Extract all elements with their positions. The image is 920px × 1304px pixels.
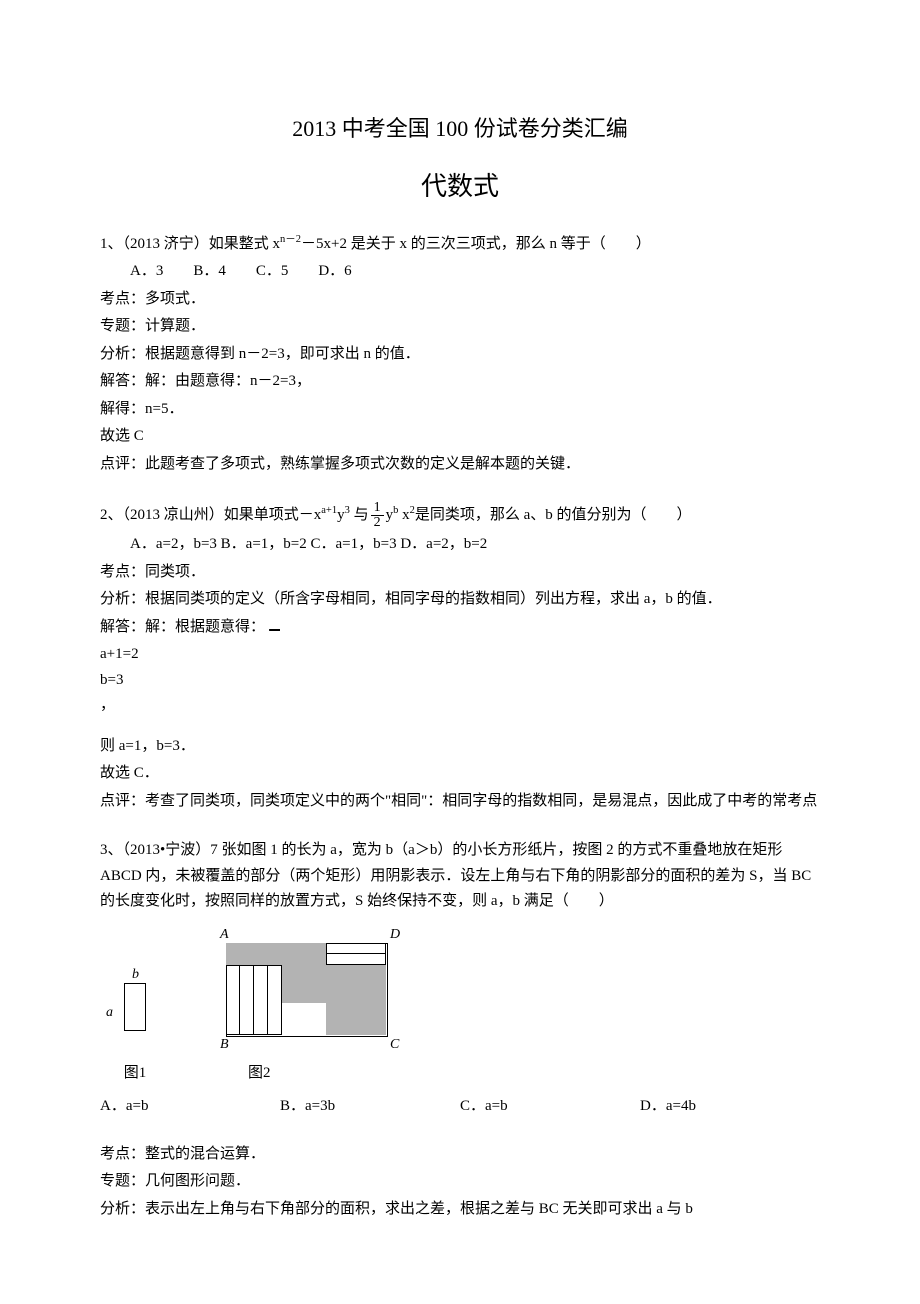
- q3-opt-d: D．a=4b: [640, 1094, 820, 1120]
- document-page: 2013 中考全国 100 份试卷分类汇编 代数式 1、（2013 济宁）如果整…: [0, 0, 920, 1304]
- q3-opt-c: C．a=b: [460, 1094, 640, 1120]
- q1-stem-a: 1、（2013 济宁）如果整式 x: [100, 236, 280, 252]
- q2-stem-a: 2、（2013 凉山州）如果单项式－x: [100, 507, 321, 523]
- doc-title-line1: 2013 中考全国 100 份试卷分类汇编: [100, 110, 820, 147]
- q3-figures: b a A D B C: [100, 925, 820, 1055]
- q1-answer: 故选 C: [100, 424, 820, 450]
- q1-stem: 1、（2013 济宁）如果整式 xn－2－5x+2 是关于 x 的三次三项式，那…: [100, 232, 820, 258]
- q1-kaodian: 考点：多项式．: [100, 287, 820, 313]
- q1-fenxi: 分析：根据题意得到 n－2=3，即可求出 n 的值．: [100, 342, 820, 368]
- fig1-caption: 图1: [100, 1061, 170, 1087]
- fig2-label-C: C: [390, 1033, 399, 1057]
- q2-answer: 故选 C．: [100, 761, 820, 787]
- q2-frac-den: 2: [371, 516, 384, 530]
- figure-1: b a: [100, 965, 170, 1055]
- q2-frac-num: 1: [371, 501, 384, 516]
- fig2-label-B: B: [220, 1033, 229, 1057]
- q1-stem-b: －5x+2 是关于 x 的三次三项式，那么 n 等于（ ）: [301, 236, 651, 252]
- q2-stem: 2、（2013 凉山州）如果单项式－xa+1y3 与12yb x2是同类项，那么…: [100, 501, 820, 530]
- fig2-caption: 图2: [206, 1061, 406, 1087]
- q2-jd-pre: 解答：解：根据题意得：: [100, 619, 265, 635]
- q2-dianping: 点评：考查了同类项，同类项定义中的两个"相同"：相同字母的指数相同，是易混点，因…: [100, 789, 820, 815]
- q3-opt-b: B．a=3b: [280, 1094, 460, 1120]
- q1-jieda2: 解得：n=5．: [100, 397, 820, 423]
- q2-jieda: 解答：解：根据题意得：: [100, 615, 820, 641]
- fig2-label-D: D: [390, 923, 400, 947]
- q2-jd-post: ，: [100, 697, 115, 713]
- q1-zhuanti: 专题：计算题．: [100, 314, 820, 340]
- fig2-vbar-2: [240, 965, 254, 1035]
- fig2-shade-bottomright: [326, 965, 386, 1035]
- fig1-label-a: a: [106, 1001, 113, 1025]
- q2-fraction: 12: [371, 501, 384, 530]
- fig2-vbar-3: [254, 965, 268, 1035]
- q2-eq1: a+1=2: [100, 642, 820, 668]
- q1-dianping: 点评：此题考查了多项式，熟练掌握多项式次数的定义是解本题的关键．: [100, 452, 820, 478]
- q3-figure-labels: 图1 图2: [100, 1061, 820, 1087]
- q1-sup: n－2: [280, 234, 301, 245]
- q2-then: 则 a=1，b=3．: [100, 734, 820, 760]
- q1-jieda1: 解答：解：由题意得：n－2=3，: [100, 369, 820, 395]
- fig1-rect: [124, 983, 146, 1031]
- figure-2: A D B C: [206, 925, 406, 1055]
- fig2-vbar-4: [268, 965, 282, 1035]
- fig2-hbar-1: [326, 943, 386, 954]
- q2-stem-f: 是同类项，那么 a、b 的值分别为（ ）: [415, 507, 692, 523]
- q2-fenxi: 分析：根据同类项的定义（所含字母相同，相同字母的指数相同）列出方程，求出 a，b…: [100, 587, 820, 613]
- q2-options: A．a=2，b=3 B．a=1，b=2 C．a=1，b=3 D．a=2，b=2: [130, 532, 820, 558]
- q3-stem: 3、（2013•宁波）7 张如图 1 的长为 a，宽为 b（a＞b）的小长方形纸…: [100, 838, 820, 915]
- q2-stem-d: y: [386, 507, 394, 523]
- q1-options: A．3 B．4 C．5 D．6: [130, 259, 820, 285]
- doc-title-line2: 代数式: [100, 165, 820, 209]
- q2-sup1: a+1: [321, 505, 337, 516]
- q2-stem-e: x: [398, 507, 409, 523]
- q2-kaodian: 考点：同类项．: [100, 560, 820, 586]
- fig2-vbar-1: [226, 965, 240, 1035]
- q3-kaodian: 考点：整式的混合运算．: [100, 1142, 820, 1168]
- q2-stem-c: 与: [350, 507, 369, 523]
- q3-fenxi: 分析：表示出左上角与右下角部分的面积，求出之差，根据之差与 BC 无关即可求出 …: [100, 1197, 820, 1223]
- q2-eq2: b=3: [100, 668, 820, 694]
- q3-opt-a: A．a=b: [100, 1094, 280, 1120]
- fig2-hbar-2: [326, 954, 386, 965]
- fig2-label-A: A: [220, 923, 229, 947]
- q2-stem-b: y: [337, 507, 345, 523]
- q3-zhuanti: 专题：几何图形问题．: [100, 1169, 820, 1195]
- q3-options: A．a=b B．a=3b C．a=b D．a=4b: [100, 1094, 820, 1120]
